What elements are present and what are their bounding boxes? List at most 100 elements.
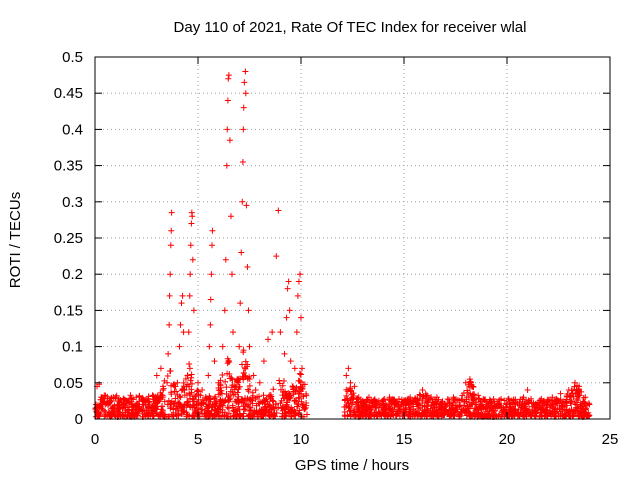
data-point [476, 395, 483, 402]
data-point [240, 370, 247, 377]
data-point [230, 329, 237, 336]
data-point [399, 399, 406, 406]
data-point [532, 401, 539, 408]
data-point [222, 378, 229, 385]
data-point [173, 405, 180, 412]
data-point [146, 401, 153, 408]
data-point [207, 296, 214, 303]
data-point [174, 411, 181, 418]
data-point [376, 410, 383, 417]
data-point [297, 379, 304, 386]
data-point [405, 410, 412, 417]
data-point [225, 358, 232, 365]
data-point [416, 391, 423, 398]
y-tick-label: 0.25 [54, 230, 83, 247]
data-point [465, 394, 472, 401]
data-point [217, 390, 224, 397]
data-point [249, 389, 256, 396]
data-point [240, 126, 247, 133]
data-point [264, 398, 271, 405]
data-point [241, 406, 248, 413]
data-point [227, 388, 234, 395]
data-point [373, 398, 380, 405]
data-point [383, 409, 390, 416]
data-point [98, 405, 105, 412]
data-point [459, 392, 466, 399]
data-point [401, 397, 407, 404]
data-point [295, 394, 302, 401]
data-point [561, 403, 568, 410]
data-point [203, 410, 210, 417]
y-tick-label: 0.2 [62, 266, 83, 283]
data-point [164, 379, 171, 386]
data-point [107, 412, 114, 419]
data-point [411, 412, 418, 419]
data-point [224, 404, 231, 411]
data-point [549, 394, 556, 401]
data-point [187, 271, 194, 278]
data-point [501, 397, 508, 404]
data-point [211, 412, 218, 419]
data-point [265, 409, 272, 416]
data-point [442, 401, 449, 408]
data-point [582, 406, 589, 413]
data-point [285, 278, 292, 285]
data-point [265, 336, 272, 343]
data-point [560, 413, 567, 420]
y-tick-label: 0.1 [62, 339, 83, 356]
data-point [347, 379, 354, 386]
data-point [244, 363, 251, 370]
data-point [266, 401, 273, 408]
data-point [189, 412, 196, 419]
data-point [142, 402, 149, 409]
data-point [256, 409, 263, 416]
data-point [521, 400, 528, 407]
data-point [183, 392, 190, 399]
data-point [535, 404, 542, 411]
data-point [188, 220, 195, 227]
data-point [290, 388, 297, 395]
data-point [192, 407, 199, 414]
data-point [189, 395, 196, 402]
data-point [172, 395, 179, 402]
data-point [250, 372, 257, 379]
data-point [543, 413, 550, 420]
data-point [483, 398, 490, 405]
data-point [270, 398, 277, 405]
data-point [225, 72, 232, 79]
data-point [356, 412, 363, 419]
data-point [402, 406, 409, 413]
data-point [567, 392, 574, 399]
data-point [224, 370, 231, 377]
data-point [222, 256, 229, 263]
data-point [468, 381, 475, 388]
data-point [177, 321, 184, 328]
data-point [120, 396, 127, 403]
data-point [276, 377, 283, 384]
data-point [206, 413, 213, 420]
data-point [496, 411, 503, 418]
data-point [346, 403, 353, 410]
x-tick-label: 15 [396, 431, 413, 448]
x-tick-label: 5 [194, 431, 202, 448]
data-point [245, 307, 252, 314]
data-point [165, 397, 172, 404]
data-point [557, 397, 564, 404]
data-point [159, 392, 166, 399]
data-point [292, 412, 299, 419]
x-tick-label: 0 [91, 431, 99, 448]
data-point [170, 406, 177, 413]
data-point [523, 397, 530, 404]
data-point [242, 90, 249, 97]
data-point [490, 409, 497, 416]
data-point [424, 392, 431, 399]
data-point [350, 411, 357, 418]
data-point [545, 399, 552, 406]
data-point [467, 390, 474, 397]
data-point [172, 383, 179, 390]
data-point [234, 389, 241, 396]
data-point [167, 271, 174, 278]
data-point [273, 253, 280, 260]
data-point [236, 343, 243, 350]
data-point [187, 404, 194, 411]
